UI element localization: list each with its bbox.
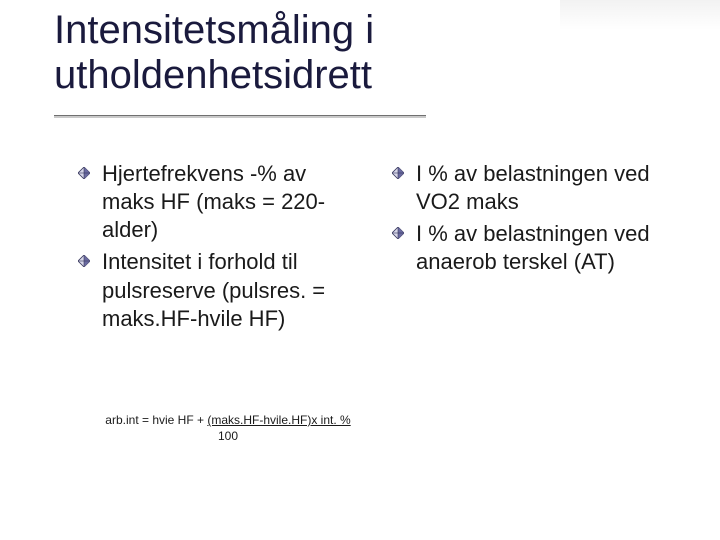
footnote-numerator: (maks.HF-hvile.HF)x int. % [207,413,350,427]
list-item: I % av belastningen ved VO2 maks [392,160,678,216]
footnote-prefix: arb.int = hvie HF + [105,413,207,427]
list-item-text: I % av belastningen ved VO2 maks [416,161,650,214]
footnote-formula: arb.int = hvie HF + (maks.HF-hvile.HF)x … [78,412,378,444]
list-item-text: Intensitet i forhold til pulsreserve (pu… [102,249,325,330]
title-underline-bottom [54,116,426,118]
list-item: Hjertefrekvens -% av maks HF (maks = 220… [78,160,364,244]
left-column: Hjertefrekvens -% av maks HF (maks = 220… [78,160,364,337]
slide: Intensitetsmåling i utholdenhetsidrett [0,0,720,540]
diamond-bullet-icon [78,255,90,267]
diamond-bullet-icon [78,167,90,179]
footnote-denominator: 100 [218,429,238,443]
list-item-text: Hjertefrekvens -% av maks HF (maks = 220… [102,161,325,242]
list-item: I % av belastningen ved anaerob terskel … [392,220,678,276]
list-item-text: I % av belastningen ved anaerob terskel … [416,221,650,274]
right-column: I % av belastningen ved VO2 maks I % av … [392,160,678,337]
right-bullet-list: I % av belastningen ved VO2 maks I % av … [392,160,678,277]
content-columns: Hjertefrekvens -% av maks HF (maks = 220… [78,160,678,337]
slide-title: Intensitetsmåling i utholdenhetsidrett [54,8,654,98]
list-item: Intensitet i forhold til pulsreserve (pu… [78,248,364,332]
diamond-bullet-icon [392,227,404,239]
left-bullet-list: Hjertefrekvens -% av maks HF (maks = 220… [78,160,364,333]
diamond-bullet-icon [392,167,404,179]
title-underline [54,115,426,118]
